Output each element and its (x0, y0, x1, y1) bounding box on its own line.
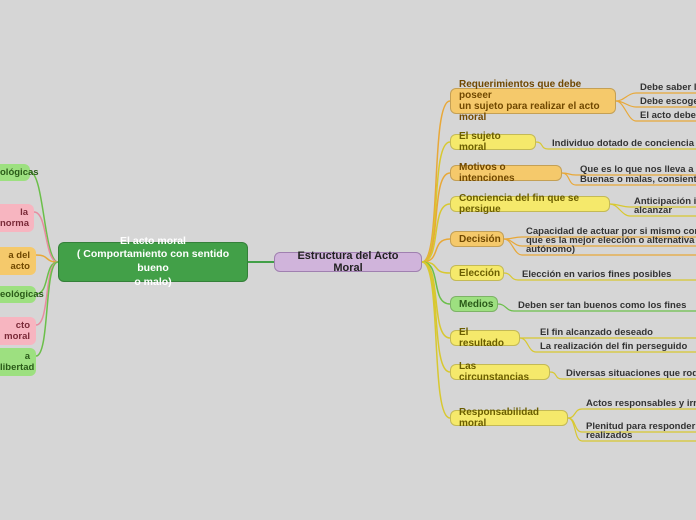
leaf-elec: Elección en varios fines posibles (522, 269, 671, 280)
root-label: Estructura del Acto Moral (283, 250, 413, 274)
green-main-node: El acto moral( Comportamiento con sentid… (58, 242, 248, 282)
branch-line: un sujeto para realizar el acto moral (459, 101, 607, 123)
branch-line: Requerimientos que debe poseer (459, 79, 607, 101)
branch-line: El sujeto moral (459, 131, 527, 153)
left-fragment-0: ológicas (0, 164, 30, 181)
branch-line: Elección (459, 268, 500, 279)
branch-elec: Elección (450, 265, 504, 281)
leaf-res: La realización del fin perseguido (540, 341, 687, 352)
leaf-med: Deben ser tan buenos como los fines (518, 300, 686, 311)
branch-line: El resultado (459, 327, 511, 349)
leaf-res: El fin alcanzado deseado (540, 327, 653, 338)
branch-line: Responsabilidad moral (459, 407, 559, 429)
green-main-line: ( Comportamiento con sentido bueno (67, 248, 239, 275)
branch-dec: Decisión (450, 231, 504, 247)
branch-circ: Las circunstancias (450, 364, 550, 380)
left-fragment-5: a libertad (0, 348, 36, 376)
branch-req: Requerimientos que debe poseerun sujeto … (450, 88, 616, 114)
leaf-req: Debe escoger es (640, 96, 696, 107)
left-fragment-4: cto moral (0, 317, 36, 345)
leaf-dec: autónomo) (526, 244, 575, 255)
left-fragment-3: eológicas (0, 286, 36, 303)
branch-res: El resultado (450, 330, 520, 346)
green-main-line: El acto moral (120, 235, 186, 249)
green-main-line: o malo) (134, 276, 171, 290)
left-fragment-2: a del acto (0, 247, 36, 275)
branch-line: Conciencia del fin que se persigue (459, 193, 601, 215)
branch-conc: Conciencia del fin que se persigue (450, 196, 610, 212)
leaf-req: El acto debe ser (640, 110, 696, 121)
leaf-circ: Diversas situaciones que rodean el act (566, 368, 696, 379)
leaf-req: Debe saber lo qu (640, 82, 696, 93)
branch-med: Medios (450, 296, 498, 312)
leaf-resp: realizados (586, 430, 632, 441)
leaf-mot: Buenas o malas, consientes o inco (580, 174, 696, 185)
leaf-resp: Actos responsables y irresponsable (586, 398, 696, 409)
branch-line: Decisión (459, 234, 501, 245)
branch-suj: El sujeto moral (450, 134, 536, 150)
branch-line: Motivos o intenciones (459, 162, 553, 184)
branch-resp: Responsabilidad moral (450, 410, 568, 426)
branch-line: Medios (459, 299, 493, 310)
root-node: Estructura del Acto Moral (274, 252, 422, 272)
branch-line: Las circunstancias (459, 361, 541, 383)
branch-mot: Motivos o intenciones (450, 165, 562, 181)
leaf-conc: alcanzar (634, 205, 672, 216)
left-fragment-1: la norma (0, 204, 34, 232)
leaf-suj: Individuo dotado de conciencia moral (552, 138, 696, 149)
